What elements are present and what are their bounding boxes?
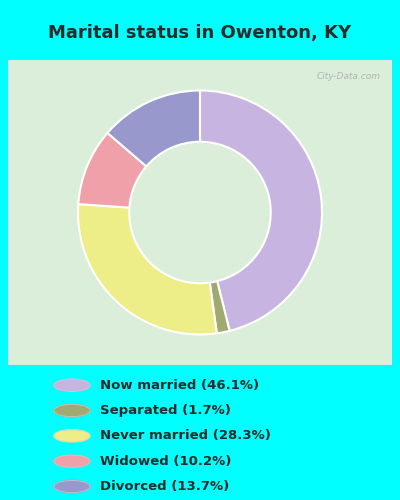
Circle shape [54, 480, 90, 492]
Circle shape [54, 430, 90, 442]
Circle shape [54, 455, 90, 468]
Text: Separated (1.7%): Separated (1.7%) [100, 404, 231, 417]
FancyBboxPatch shape [4, 57, 396, 368]
Text: Never married (28.3%): Never married (28.3%) [100, 430, 271, 442]
Text: Widowed (10.2%): Widowed (10.2%) [100, 454, 231, 468]
Circle shape [54, 404, 90, 416]
Wedge shape [108, 90, 200, 166]
Circle shape [54, 379, 90, 392]
Wedge shape [78, 133, 146, 208]
Text: Marital status in Owenton, KY: Marital status in Owenton, KY [48, 24, 352, 42]
Wedge shape [78, 204, 217, 334]
Wedge shape [200, 90, 322, 331]
Wedge shape [210, 281, 230, 334]
Text: City-Data.com: City-Data.com [316, 72, 380, 81]
Text: Divorced (13.7%): Divorced (13.7%) [100, 480, 229, 493]
Text: Now married (46.1%): Now married (46.1%) [100, 379, 259, 392]
